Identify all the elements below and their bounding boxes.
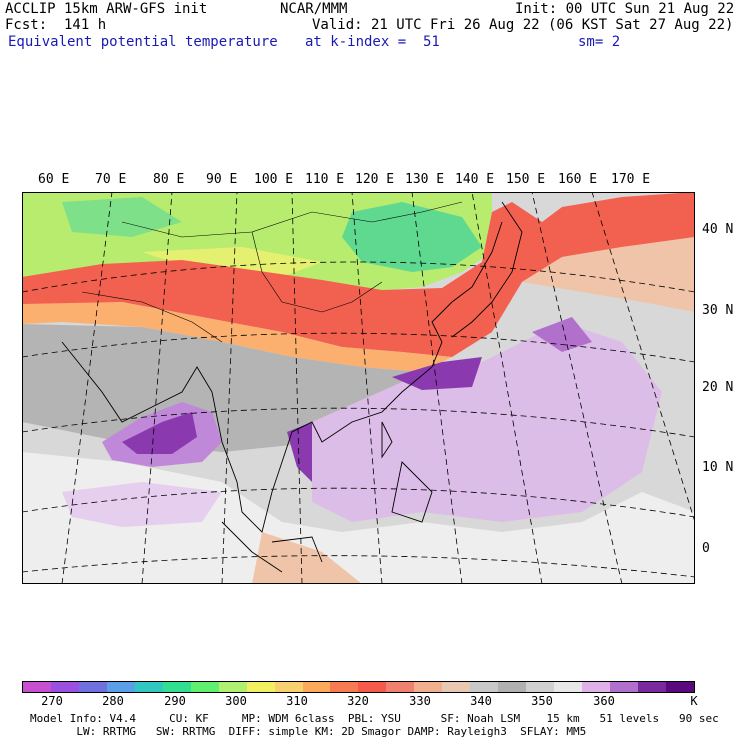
lon-label: 150 E bbox=[506, 172, 546, 187]
lat-label: 0 bbox=[702, 541, 710, 556]
colorbar-tick-label: K bbox=[690, 694, 698, 708]
lon-label: 130 E bbox=[405, 172, 445, 187]
lon-label: 60 E bbox=[38, 172, 70, 187]
region-mongolia-green bbox=[342, 202, 482, 272]
region-north-yellow bbox=[142, 247, 322, 277]
colorbar-swatch bbox=[526, 682, 555, 692]
colorbar-swatch bbox=[442, 682, 471, 692]
region-east-purple bbox=[532, 317, 592, 352]
region-south-white bbox=[22, 452, 695, 584]
model-info-line1: Model Info: V4.4 CU: KF MP: WDM 6class P… bbox=[30, 712, 719, 725]
lat-label: 40 N bbox=[702, 222, 734, 237]
lon-label: 70 E bbox=[95, 172, 127, 187]
lat-label: 20 N bbox=[702, 380, 734, 395]
colorbar-tick-label: 320 bbox=[347, 694, 369, 708]
colorbar-swatch bbox=[106, 682, 135, 692]
title-model: ACCLIP 15km ARW-GFS init bbox=[5, 1, 208, 17]
colorbar-tick-label: 350 bbox=[531, 694, 553, 708]
colorbar-swatch bbox=[582, 682, 611, 692]
colorbar-swatch bbox=[470, 682, 499, 692]
region-bay-of-bengal-dark bbox=[122, 412, 197, 454]
smoothing: sm= 2 bbox=[578, 34, 621, 50]
lon-label: 170 E bbox=[611, 172, 651, 187]
lon-label: 100 E bbox=[254, 172, 294, 187]
region-western-pacific-lightpurple bbox=[312, 322, 662, 522]
model-info-line2: LW: RRTMG SW: RRTMG DIFF: simple KM: 2D … bbox=[30, 725, 587, 738]
region-northpacific-peach bbox=[522, 237, 695, 312]
colorbar-swatch bbox=[498, 682, 527, 692]
region-orange-band bbox=[22, 302, 452, 372]
borders bbox=[81, 201, 463, 343]
colorbar-swatch bbox=[50, 682, 79, 692]
colorbar-swatch bbox=[414, 682, 443, 692]
lat-label: 10 N bbox=[702, 460, 734, 475]
colorbar-tick-label: 280 bbox=[102, 694, 124, 708]
colorbar bbox=[22, 681, 695, 693]
graticule bbox=[22, 192, 695, 584]
region-maritime-peach bbox=[252, 532, 362, 584]
colorbar-swatch bbox=[637, 682, 666, 692]
valid-time: Valid: 21 UTC Fri 26 Aug 22 (06 KST Sat … bbox=[312, 17, 734, 33]
lon-label: 120 E bbox=[355, 172, 395, 187]
colorbar-tick-label: 290 bbox=[164, 694, 186, 708]
colorbar-tick-label: 300 bbox=[225, 694, 247, 708]
colorbar-swatch bbox=[386, 682, 415, 692]
lat-label: 30 N bbox=[702, 303, 734, 318]
colorbar-tick-label: 310 bbox=[286, 694, 308, 708]
lon-label: 110 E bbox=[305, 172, 345, 187]
colorbar-tick-label: 330 bbox=[409, 694, 431, 708]
title-center: NCAR/MMM bbox=[280, 1, 348, 17]
colorbar-swatch bbox=[78, 682, 107, 692]
colorbar-swatch bbox=[274, 682, 303, 692]
colorbar-swatch bbox=[134, 682, 163, 692]
colorbar-swatch bbox=[190, 682, 219, 692]
colorbar-swatch bbox=[302, 682, 331, 692]
region-indian-ocean-lightpurple bbox=[62, 482, 222, 527]
lon-label: 160 E bbox=[558, 172, 598, 187]
region-red-band bbox=[22, 192, 695, 357]
field-name: Equivalent potential temperature bbox=[8, 34, 278, 50]
map-frame bbox=[22, 192, 695, 584]
colorbar-swatch bbox=[218, 682, 247, 692]
colorbar-tick-label: 360 bbox=[593, 694, 615, 708]
lon-label: 140 E bbox=[455, 172, 495, 187]
forecast-hour: Fcst: 141 h bbox=[5, 17, 107, 33]
k-index: at k-index = 51 bbox=[305, 34, 440, 50]
map-plot bbox=[22, 192, 695, 584]
colorbar-swatch bbox=[23, 682, 51, 692]
colorbar-swatch bbox=[665, 682, 694, 692]
colorbar-tick-label: 270 bbox=[41, 694, 63, 708]
lon-label: 80 E bbox=[153, 172, 185, 187]
colorbar-tick-label: 340 bbox=[470, 694, 492, 708]
colorbar-swatch bbox=[554, 682, 583, 692]
colorbar-swatch bbox=[246, 682, 275, 692]
coastlines bbox=[61, 201, 523, 573]
colorbar-swatch bbox=[610, 682, 638, 692]
lon-label: 90 E bbox=[206, 172, 238, 187]
colorbar-swatch bbox=[162, 682, 191, 692]
colorbar-swatch bbox=[358, 682, 387, 692]
region-siberia-green bbox=[62, 197, 182, 237]
init-time: Init: 00 UTC Sun 21 Aug 22 bbox=[515, 1, 735, 17]
colorbar-swatch bbox=[330, 682, 359, 692]
